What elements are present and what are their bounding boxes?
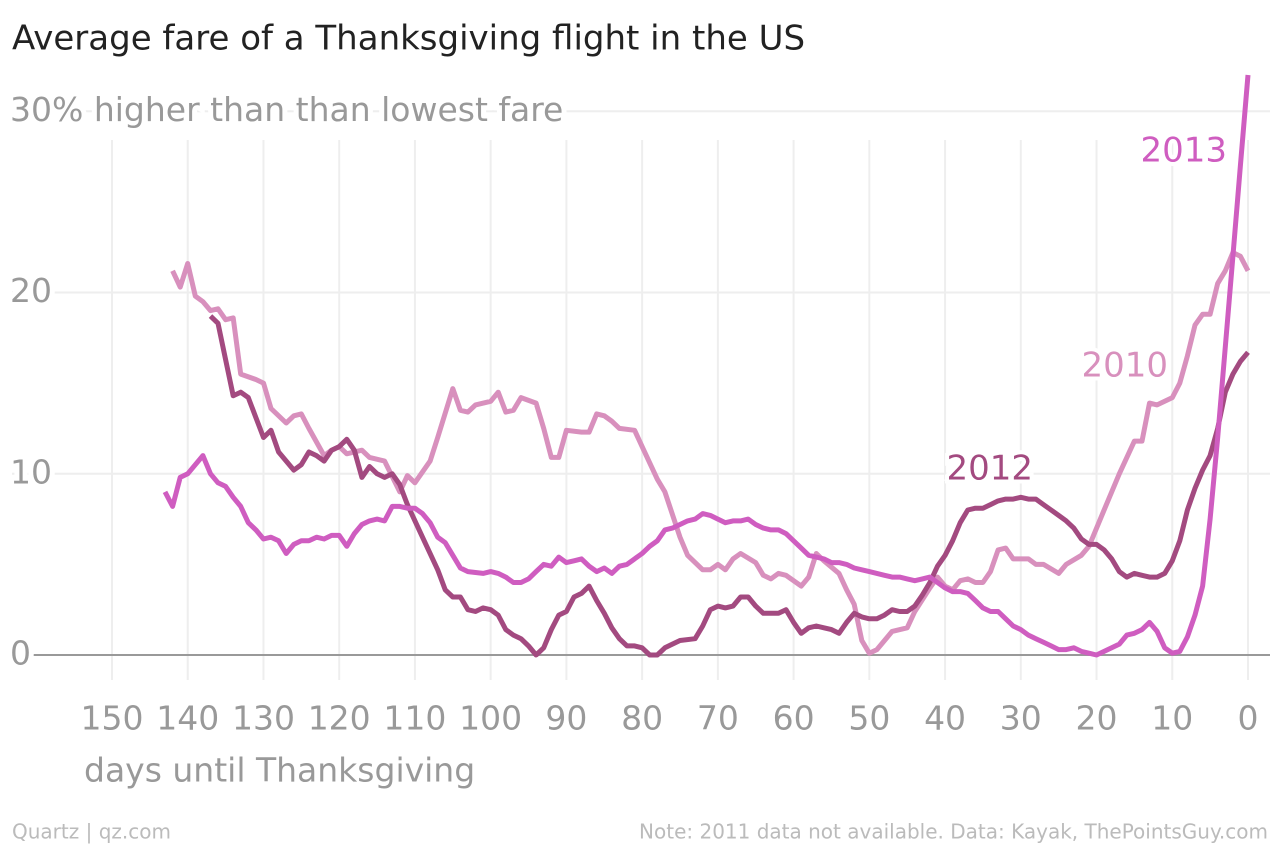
series-line bbox=[162, 74, 1251, 658]
x-tick-label: 80 bbox=[621, 699, 663, 738]
x-tick-label: 110 bbox=[383, 699, 446, 738]
x-tick-label: 10 bbox=[1151, 699, 1193, 738]
x-tick-label: 140 bbox=[156, 699, 219, 738]
x-tick-label: 0 bbox=[1238, 699, 1259, 738]
y-tick-label: 20 bbox=[10, 271, 52, 310]
x-tick-label: 60 bbox=[773, 699, 815, 738]
series-line bbox=[170, 250, 1251, 656]
x-tick-label: 120 bbox=[308, 699, 371, 738]
x-tick-label: 100 bbox=[459, 699, 522, 738]
x-tick-label: 150 bbox=[81, 699, 144, 738]
series-label: 2013 bbox=[1140, 131, 1227, 171]
source: Quartz | qz.com bbox=[12, 820, 171, 844]
note: Note: 2011 data not available. Data: Kay… bbox=[639, 820, 1268, 844]
x-axis-label: days until Thanksgiving bbox=[84, 751, 475, 790]
x-tick-label: 20 bbox=[1076, 699, 1118, 738]
x-tick-label: 30 bbox=[1000, 699, 1042, 738]
x-tick-label: 50 bbox=[848, 699, 890, 738]
series-label: 2010 bbox=[1081, 346, 1168, 386]
x-tick-label: 90 bbox=[545, 699, 587, 738]
y-tick-label: 0 bbox=[10, 634, 31, 673]
labels: 150 140 130 120 110 100 90 80 70 60 50 40 30 20 10 0010… bbox=[5, 85, 1264, 743]
x-tick-label: 130 bbox=[232, 699, 295, 738]
lines bbox=[162, 74, 1251, 658]
chart-title: Average fare of a Thanksgiving flight in… bbox=[12, 19, 805, 59]
series-line bbox=[208, 314, 1250, 658]
y-tick-label: 10 bbox=[10, 452, 52, 491]
x-tick-label: 70 bbox=[697, 699, 739, 738]
grid bbox=[12, 110, 1270, 680]
y-tick-label: 30% higher than than lowest fare bbox=[10, 90, 563, 129]
series-label: 2012 bbox=[946, 449, 1033, 489]
x-tick-label: 40 bbox=[924, 699, 966, 738]
